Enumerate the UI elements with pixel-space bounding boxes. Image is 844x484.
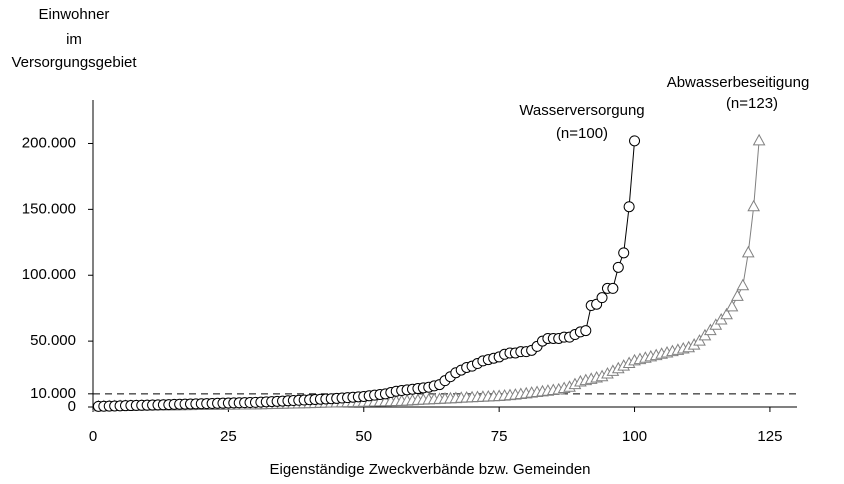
triangle-marker: [731, 289, 744, 301]
triangle-marker: [720, 307, 733, 320]
circle-marker: [612, 261, 624, 273]
circle-marker: [618, 247, 630, 259]
x-tick-label: 125: [757, 428, 782, 445]
y-axis-label: Versorgungsgebiet: [11, 54, 137, 71]
y-tick-label: 50.000: [30, 332, 76, 349]
y-axis-label: Einwohner: [39, 6, 110, 23]
series-label: Wasserversorgung: [519, 102, 644, 119]
triangle-marker: [752, 133, 766, 146]
x-tick-label: 75: [491, 428, 508, 445]
series-line: [98, 140, 636, 407]
circle-marker: [629, 135, 641, 147]
circle-marker: [596, 292, 608, 304]
x-tick-label: 0: [89, 428, 97, 445]
y-axis-label: im: [66, 31, 82, 48]
x-tick-label: 50: [355, 428, 372, 445]
x-tick-label: 100: [622, 428, 647, 445]
series-count: (n=100): [556, 125, 608, 142]
triangle-marker: [725, 299, 739, 312]
y-tick-label: 0: [68, 398, 76, 415]
x-tick-label: 25: [220, 428, 237, 445]
series-count: (n=123): [726, 95, 778, 112]
triangle-marker: [741, 245, 755, 258]
y-tick-label: 200.000: [22, 134, 76, 151]
series-label: Abwasserbeseitigung: [667, 74, 810, 91]
circle-marker: [580, 325, 592, 337]
circle-marker: [623, 201, 635, 213]
y-tick-label: 10.000: [30, 385, 76, 402]
x-axis-label: Eigenständige Zweckverbände bzw. Gemeind…: [269, 461, 590, 478]
y-tick-label: 100.000: [22, 266, 76, 283]
series-line: [98, 140, 760, 408]
y-tick-label: 150.000: [22, 200, 76, 217]
triangle-marker: [747, 199, 761, 212]
circle-marker: [607, 282, 619, 294]
triangle-marker: [736, 278, 750, 291]
